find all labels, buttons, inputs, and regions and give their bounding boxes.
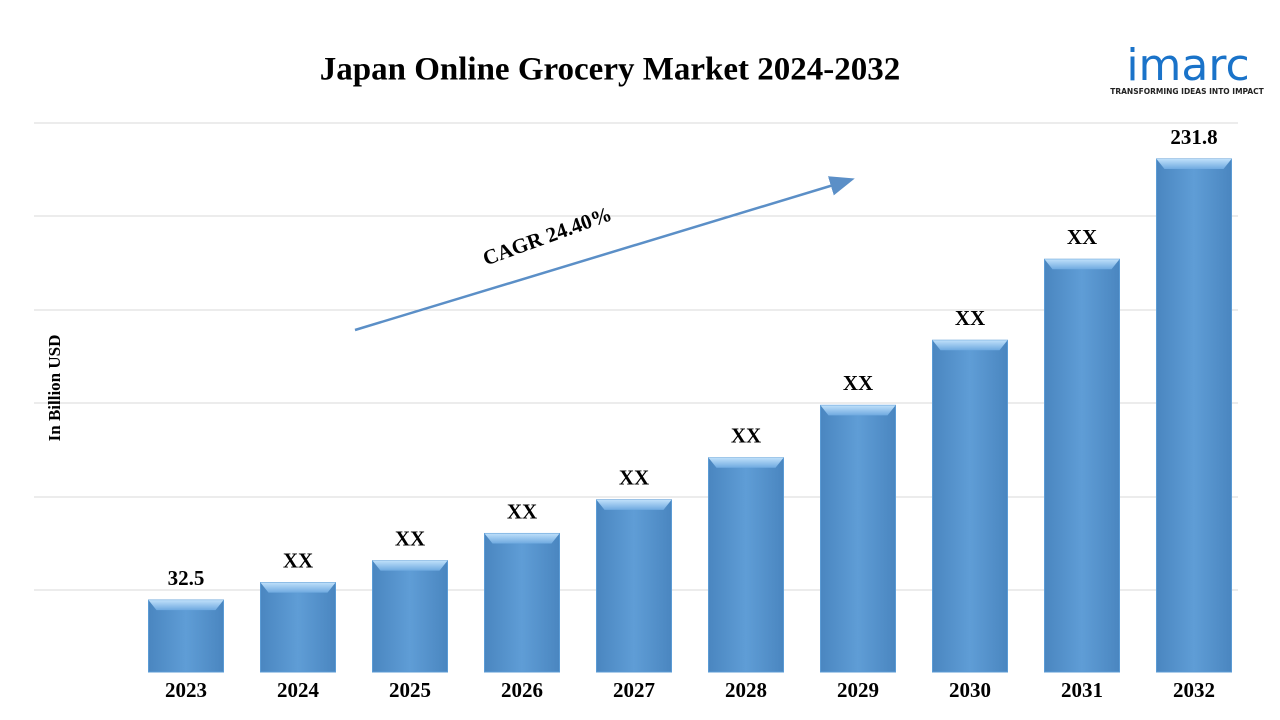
bar-cap [484,533,560,544]
value-label: XX [507,499,537,523]
bar [484,532,560,673]
bar [148,599,224,673]
chart-title: Japan Online Grocery Market 2024-2032 [320,52,901,88]
x-tick-label: 2025 [389,678,431,702]
bar-cap [820,405,896,416]
bar [932,339,1008,673]
bar-cap [372,560,448,571]
bar-cap [1156,159,1232,169]
bar [372,560,448,673]
x-tick-label: 2032 [1173,678,1215,702]
x-tick-label: 2028 [725,678,767,702]
bar [1156,158,1232,673]
bar-cap [932,340,1008,351]
value-label: XX [283,548,313,572]
value-label: XX [955,306,985,330]
bar-cap [260,582,336,593]
bar-cap [708,457,784,468]
cagr-annotation: CAGR 24.40% [480,202,615,271]
cagr-arrow [354,176,855,332]
brand-logo: imarc [1126,40,1249,91]
bar [708,457,784,673]
value-label: XX [395,526,425,550]
bar [596,499,672,673]
bar [260,582,336,673]
x-tick-label: 2029 [837,678,879,702]
x-tick-label: 2026 [501,678,543,702]
bar-cap [148,600,224,611]
x-tick-label: 2030 [949,678,991,702]
x-tick-label: 2031 [1061,678,1103,702]
value-label: XX [1067,225,1097,249]
x-tick-label: 2024 [277,678,320,702]
x-tick-label: 2023 [165,678,207,702]
value-label: 32.5 [168,566,205,590]
bar-cap [596,499,672,510]
bar [820,404,896,673]
bar [1044,258,1120,673]
value-label: XX [731,424,761,448]
y-axis-label: In Billion USD [45,335,64,442]
value-label: XX [843,371,873,395]
x-tick-label: 2027 [613,678,655,702]
brand-tagline: TRANSFORMING IDEAS INTO IMPACT [1110,87,1264,96]
bar-cap [1044,259,1120,270]
value-label: XX [619,466,649,490]
value-label: 231.8 [1170,125,1217,149]
